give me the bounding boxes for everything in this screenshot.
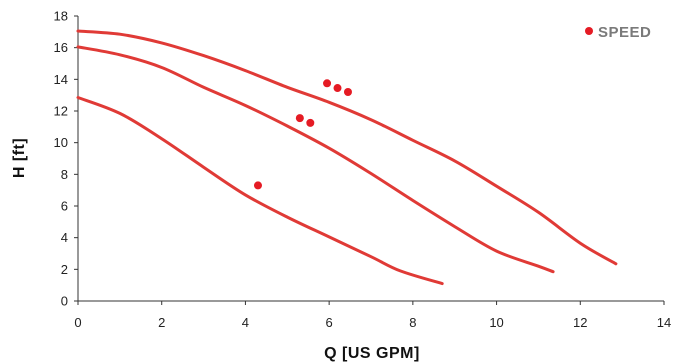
operating-point <box>343 88 352 96</box>
y-tick-label: 2 <box>61 262 68 277</box>
x-tick-label: 2 <box>158 315 165 330</box>
operating-points <box>253 79 352 190</box>
x-tick-label: 14 <box>657 315 671 330</box>
y-tick-label: 6 <box>61 199 68 214</box>
y-tick-label: 0 <box>61 294 68 309</box>
y-tick-label: 16 <box>54 40 68 55</box>
x-axis-title: Q [US GPM] <box>324 345 420 362</box>
x-tick-label: 8 <box>409 315 416 330</box>
y-tick-label: 4 <box>61 230 68 245</box>
x-tick-label: 6 <box>326 315 333 330</box>
operating-point <box>306 118 315 127</box>
legend-label: SPEED <box>598 24 651 41</box>
operating-point <box>323 79 332 88</box>
performance-curve-2 <box>76 45 555 274</box>
operating-point <box>253 181 262 190</box>
x-tick-label: 0 <box>74 315 81 330</box>
x-tick-label: 12 <box>573 315 587 330</box>
y-axis-title: H [ft] <box>11 138 28 178</box>
operating-point <box>295 114 304 123</box>
x-tick-label: 4 <box>242 315 249 330</box>
performance-curve-3 <box>76 96 444 286</box>
y-tick-label: 14 <box>54 72 68 87</box>
y-tick-label: 18 <box>54 9 68 24</box>
y-tick-label: 8 <box>61 167 68 182</box>
chart-axes <box>74 15 665 305</box>
operating-point <box>333 84 342 93</box>
performance-curves <box>76 29 618 286</box>
tick-labels: 0 2 4 6 8 10 12 14 16 18 0 2 4 6 8 10 12 14 <box>54 9 672 331</box>
y-tick-label: 12 <box>54 104 68 119</box>
performance-curve-1 <box>76 29 618 266</box>
x-tick-label: 10 <box>489 315 503 330</box>
legend: SPEED <box>585 24 651 41</box>
legend-marker <box>585 27 593 35</box>
y-tick-label: 10 <box>54 135 68 150</box>
